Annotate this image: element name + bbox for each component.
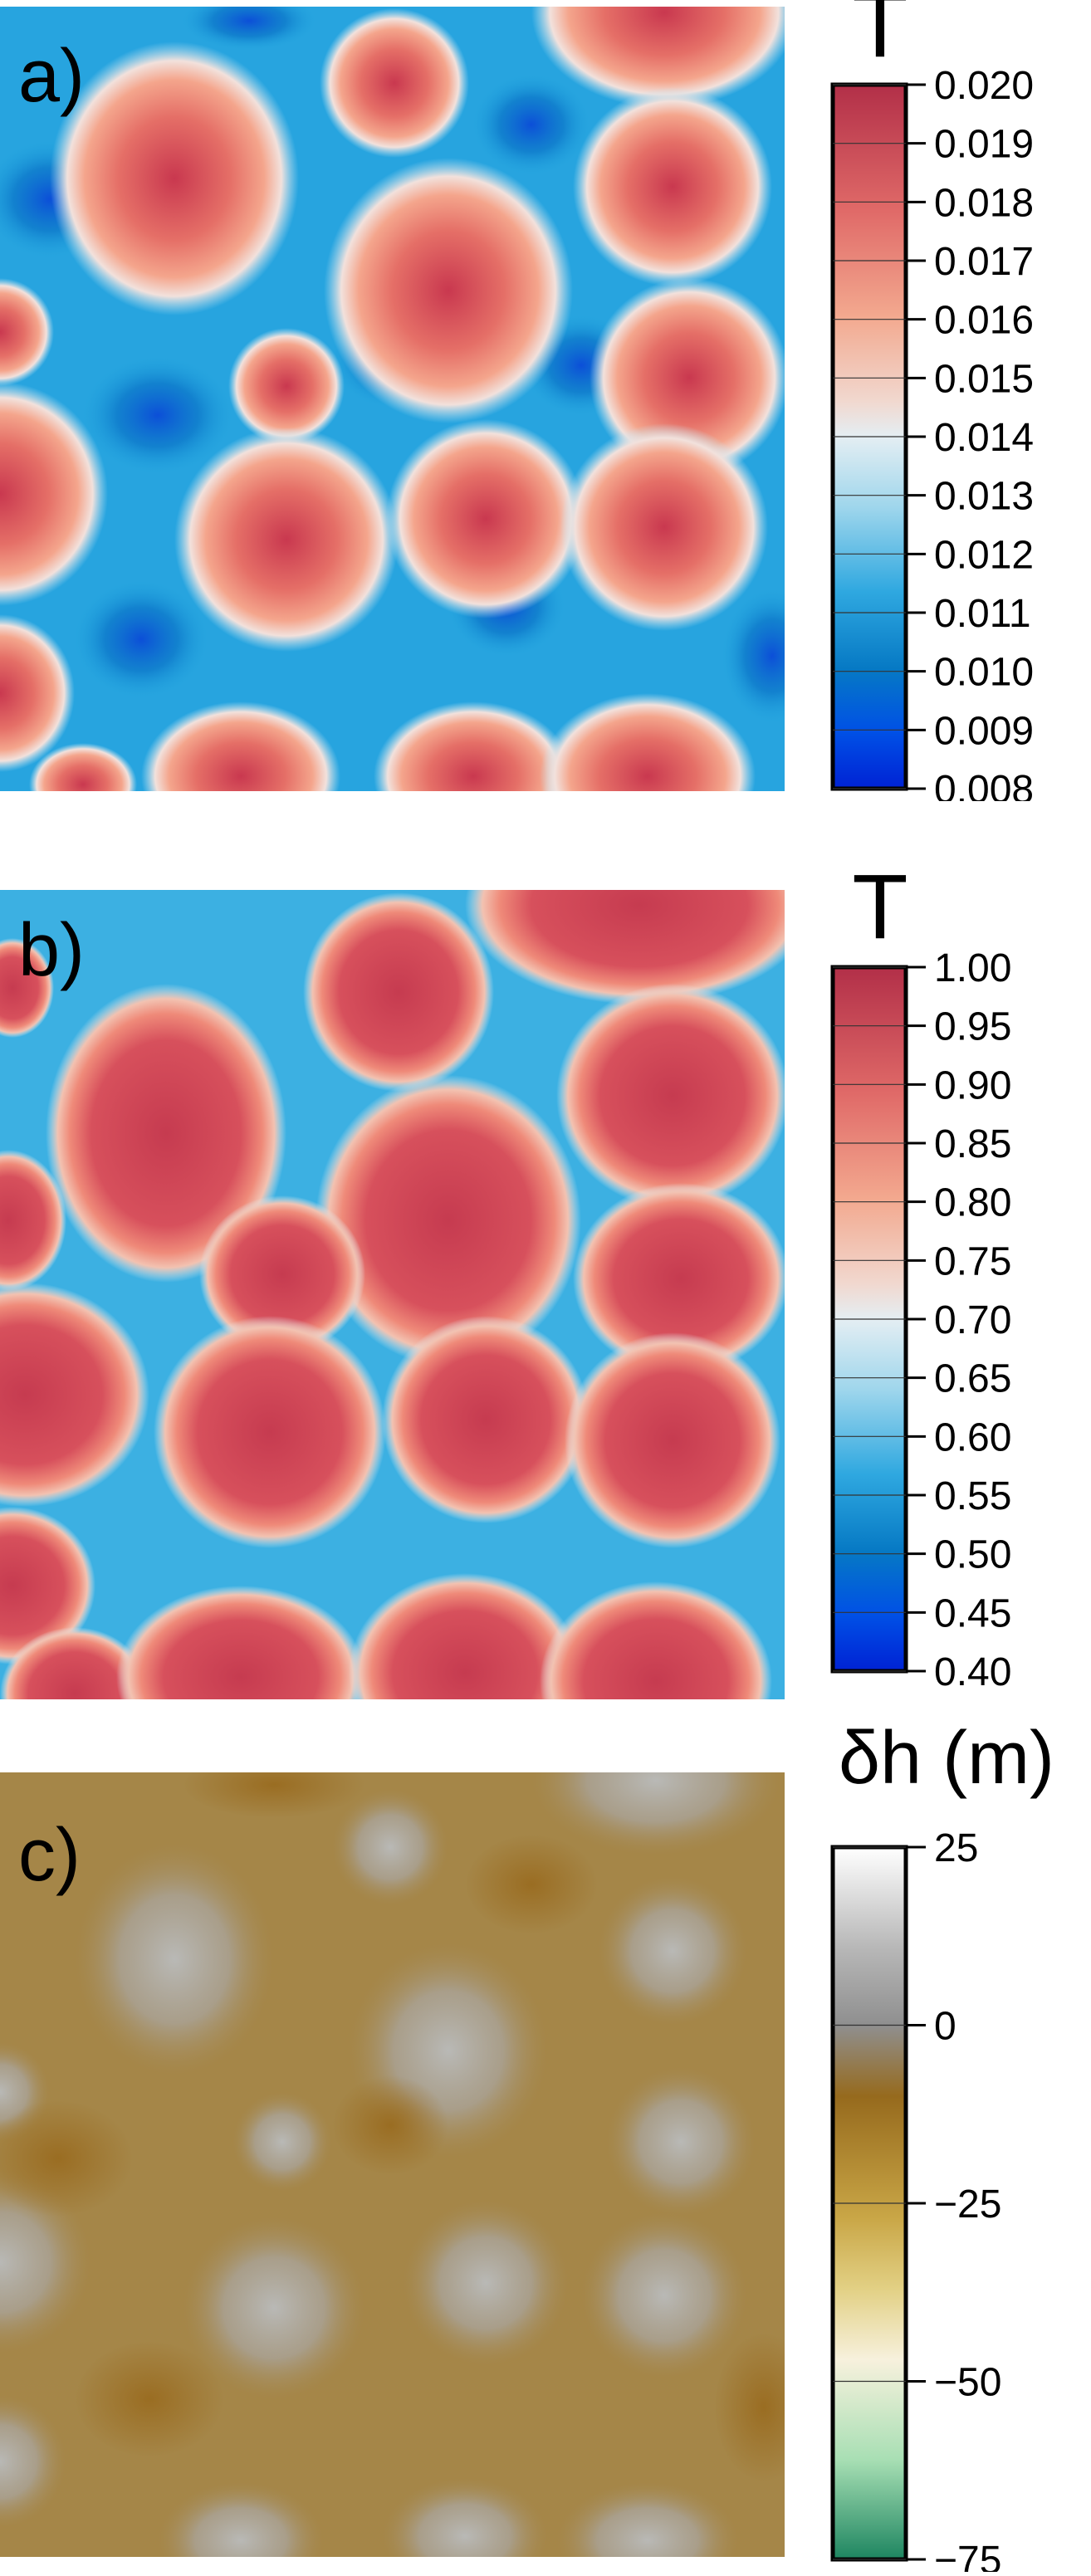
panel-c-label: c) (18, 1814, 81, 1897)
colorbar-tick-label: 0.017 (934, 240, 1034, 284)
panel-a-colorbar-ticks: 0.020 0.019 0.018 0.017 0.016 0.015 0.014 0.013… (833, 64, 1034, 812)
colorbar-tick-label: 0.55 (934, 1474, 1011, 1518)
colorbar-tick-label: 0.016 (934, 299, 1034, 343)
colorbar-tick-label: 0.45 (934, 1591, 1011, 1635)
colorbar-tick-label: 0.50 (934, 1533, 1011, 1577)
colorbar-tick-label: 0.90 (934, 1063, 1011, 1107)
panel-a-figure: a) T 0.020 0.019 0.018 0.017 0.016 0.015 0.014… (0, 0, 1034, 812)
panel-c-colorbar-title: δh (m) (839, 1717, 1054, 1800)
panel-b-figure: b) T 1.00 0.95 0.90 0.85 0.80 0.75 0.70 0.65 0.6… (0, 856, 1011, 1699)
colorbar-tick-label: 0.018 (934, 181, 1034, 225)
colorbar-tick-label: 0.009 (934, 709, 1034, 753)
panel-b-colorbar-title: T (852, 856, 908, 958)
colorbar-tick-label: 0.020 (934, 64, 1034, 108)
panel-a-colorbar-title: T (852, 0, 908, 76)
colorbar-tick-label: 0.60 (934, 1415, 1011, 1459)
colorbar-tick-label: 0.75 (934, 1239, 1011, 1283)
colorbar-tick-label: 1.00 (934, 946, 1011, 990)
colorbar-tick-label: −25 (934, 2183, 1001, 2227)
colorbar-tick-label: −75 (934, 2539, 1001, 2572)
colorbar-tick-label: −50 (934, 2361, 1001, 2405)
panel-b: b) T 1.00 0.95 0.90 0.85 0.80 0.75 0.70 0.65 0.6… (0, 855, 1091, 1710)
colorbar-tick-label: 0.015 (934, 357, 1034, 401)
panel-c: c) δh (m) 25 0 −25 −50 −75 (0, 1710, 1091, 2576)
colorbar-tick-label: 0.008 (934, 768, 1034, 801)
colorbar-tick-label: 0.70 (934, 1298, 1011, 1342)
panel-c-figure: c) δh (m) 25 0 −25 −50 −75 (0, 1717, 1054, 2576)
colorbar-tick-label: 0.013 (934, 475, 1034, 519)
colorbar-tick-label: 0.014 (934, 416, 1034, 460)
panel-a: a) T 0.020 0.019 0.018 0.017 0.016 0.015 0.014… (0, 0, 1091, 812)
panel-c-heatmap (0, 1772, 785, 2557)
colorbar-tick-label: 0.40 (934, 1650, 1011, 1694)
panel-b-label: b) (18, 909, 85, 992)
panel-b-colorbar-ticks: 1.00 0.95 0.90 0.85 0.80 0.75 0.70 0.65 0.60 0.55… (833, 946, 1011, 1694)
colorbar-tick-label: 0.010 (934, 651, 1034, 695)
colorbar-tick-label: 0.85 (934, 1122, 1011, 1166)
colorbar-tick-label: 0.95 (934, 1005, 1011, 1049)
colorbar-tick-label: 0 (934, 2005, 956, 2049)
colorbar-tick-label: 0.011 (934, 592, 1031, 636)
panel-a-label: a) (18, 35, 85, 118)
panel-c-colorbar-ticks: 25 0 −25 −50 −75 (833, 1826, 1001, 2576)
colorbar-tick-label: 0.019 (934, 123, 1034, 167)
panel-b-heatmap (0, 890, 785, 1699)
colorbar-tick-label: 25 (934, 1826, 978, 1870)
colorbar-tick-label: 0.80 (934, 1181, 1011, 1225)
colorbar-tick-label: 0.65 (934, 1357, 1011, 1401)
colorbar-tick-label: 0.012 (934, 533, 1034, 577)
panel-a-heatmap (0, 7, 785, 791)
